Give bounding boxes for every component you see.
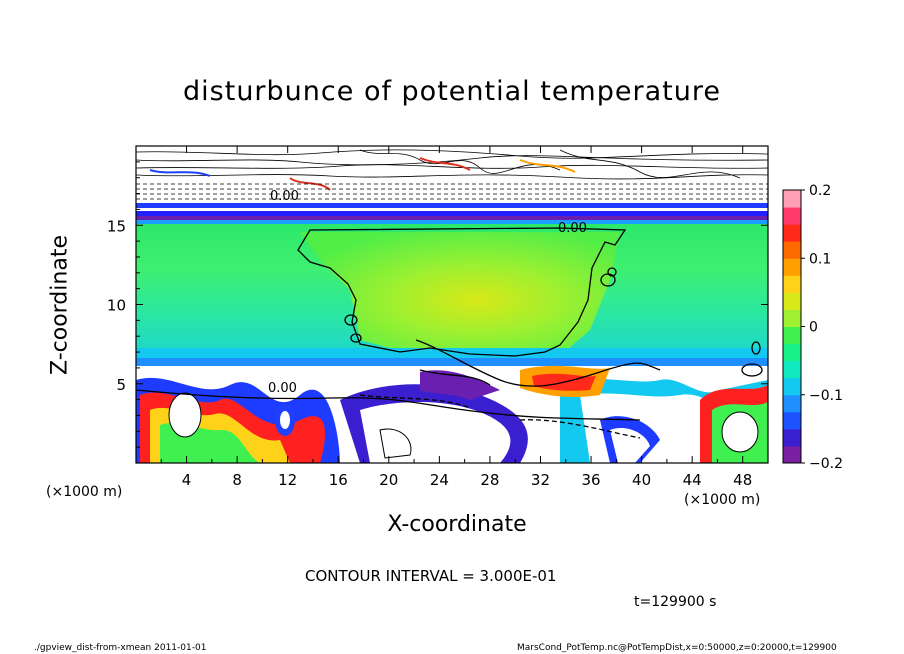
colorbar-segment [783, 275, 801, 293]
colorbar-tick-label: −0.2 [809, 456, 843, 472]
colorbar-segment [783, 411, 801, 430]
colorbar-tick-label: 0 [809, 320, 818, 336]
x-unit-label-right: (×1000 m) [684, 492, 761, 508]
colorbar-segment [783, 207, 801, 225]
colorbar-tick-label: 0.1 [809, 251, 831, 267]
contour-labels: 0.00 0.00 0.00 [268, 189, 587, 396]
x-axis: 4 8 12 16 20 24 28 32 36 40 44 48 [160, 146, 752, 489]
contour-label: 0.00 [268, 381, 297, 396]
x-tick-label: 8 [232, 471, 242, 489]
y-tick-label: 5 [116, 376, 126, 394]
x-tick-label: 32 [531, 471, 550, 489]
y-axis-label: Z-coordinate [47, 235, 73, 375]
x-tick-label: 24 [430, 471, 449, 489]
colorbar-segment [783, 224, 801, 242]
colorbar-tick-label: −0.1 [809, 388, 843, 404]
contour-label: 0.00 [270, 189, 299, 204]
contour-interval-text: CONTOUR INTERVAL = 3.000E-01 [305, 567, 557, 585]
colorbar-segment [783, 326, 801, 345]
colorbar-segment [783, 343, 801, 362]
footer-left: ./gpview_dist-from-xmean 2011-01-01 [34, 643, 207, 653]
time-text: t=129900 s [634, 594, 717, 610]
chart-title: disturbunce of potential temperature [183, 76, 721, 107]
y-axis: 5 10 15 [107, 161, 768, 448]
x-tick-label: 12 [278, 471, 297, 489]
y-tick-label: 10 [107, 297, 126, 315]
colorbar-segment [783, 292, 801, 310]
x-tick-label: 48 [733, 471, 752, 489]
x-tick-label: 20 [379, 471, 398, 489]
colorbar-segment [783, 445, 801, 464]
colorbar-segment [783, 377, 801, 396]
colorbar-segment [783, 190, 801, 208]
footer-right: MarsCond_PotTemp.nc@PotTempDist,x=0:5000… [517, 643, 837, 653]
x-tick-label: 16 [329, 471, 348, 489]
contour-lines [135, 227, 763, 439]
x-tick-label: 28 [480, 471, 499, 489]
colorbar-segment [783, 394, 801, 413]
contour-label: 0.00 [558, 221, 587, 236]
field-shading [136, 146, 768, 463]
colorbar-tick-label: 0.2 [809, 183, 831, 199]
upper-dense-contours [136, 149, 768, 200]
colorbar-segment [783, 360, 801, 379]
colorbar-segment [783, 258, 801, 276]
x-tick-label: 36 [581, 471, 600, 489]
lower-turbulent-blobs [136, 365, 768, 463]
y-tick-label: 15 [107, 217, 126, 235]
colorbar-segment [783, 428, 801, 447]
x-tick-label: 40 [632, 471, 651, 489]
colorbar-segment [783, 309, 801, 327]
colorbar: 0.2 0.1 0 −0.1 −0.2 [782, 183, 843, 472]
x-unit-label-left: (×1000 m) [46, 484, 123, 500]
colorbar-segment [783, 241, 801, 259]
x-tick-label: 44 [683, 471, 702, 489]
x-axis-label: X-coordinate [387, 512, 527, 537]
x-tick-label: 4 [182, 471, 192, 489]
